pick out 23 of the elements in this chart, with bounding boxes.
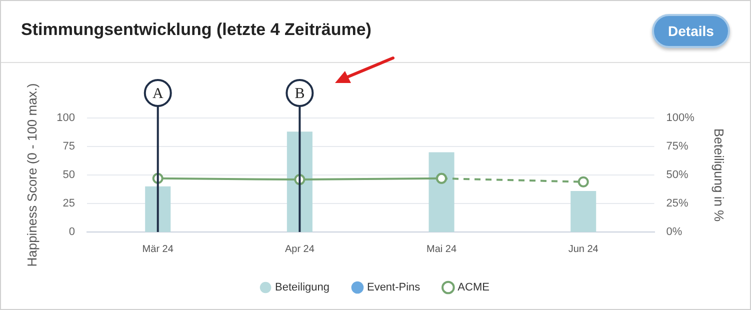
- legend-label: ACME: [458, 282, 490, 294]
- y2-tick-label: 75%: [666, 140, 688, 153]
- y2-axis-title: Beteiligung in %: [712, 128, 727, 222]
- ref-line-label: A: [152, 86, 164, 102]
- y2-tick-label: 25%: [666, 198, 688, 210]
- y-tick-label: 75: [62, 140, 75, 153]
- legend-label: Beteiligung: [275, 282, 330, 294]
- y2-tick-label: 50%: [666, 169, 688, 182]
- x-tick-label: Jun 24: [568, 244, 599, 255]
- x-tick-label: Mär 24: [142, 244, 174, 255]
- x-tick-label: Apr 24: [284, 244, 315, 255]
- y-axis-title: Happiness Score (0 - 100 max.): [24, 83, 40, 267]
- text: Details: [652, 14, 730, 48]
- chart-title: Stimmungsentwicklung (letzte 4 Zeiträume): [21, 20, 372, 40]
- y2-tick-label: 100%: [666, 112, 695, 124]
- ref-line-label: B: [294, 86, 305, 102]
- y-tick-label: 0: [68, 226, 75, 238]
- y-tick-label: 25: [62, 198, 75, 210]
- x-tick-label: Mai 24: [426, 244, 457, 255]
- y-tick-label: 50: [62, 169, 75, 182]
- y-tick-label: 100: [56, 112, 75, 124]
- y2-tick-label: 0%: [666, 226, 682, 238]
- legend-label: Event-Pins: [366, 282, 421, 294]
